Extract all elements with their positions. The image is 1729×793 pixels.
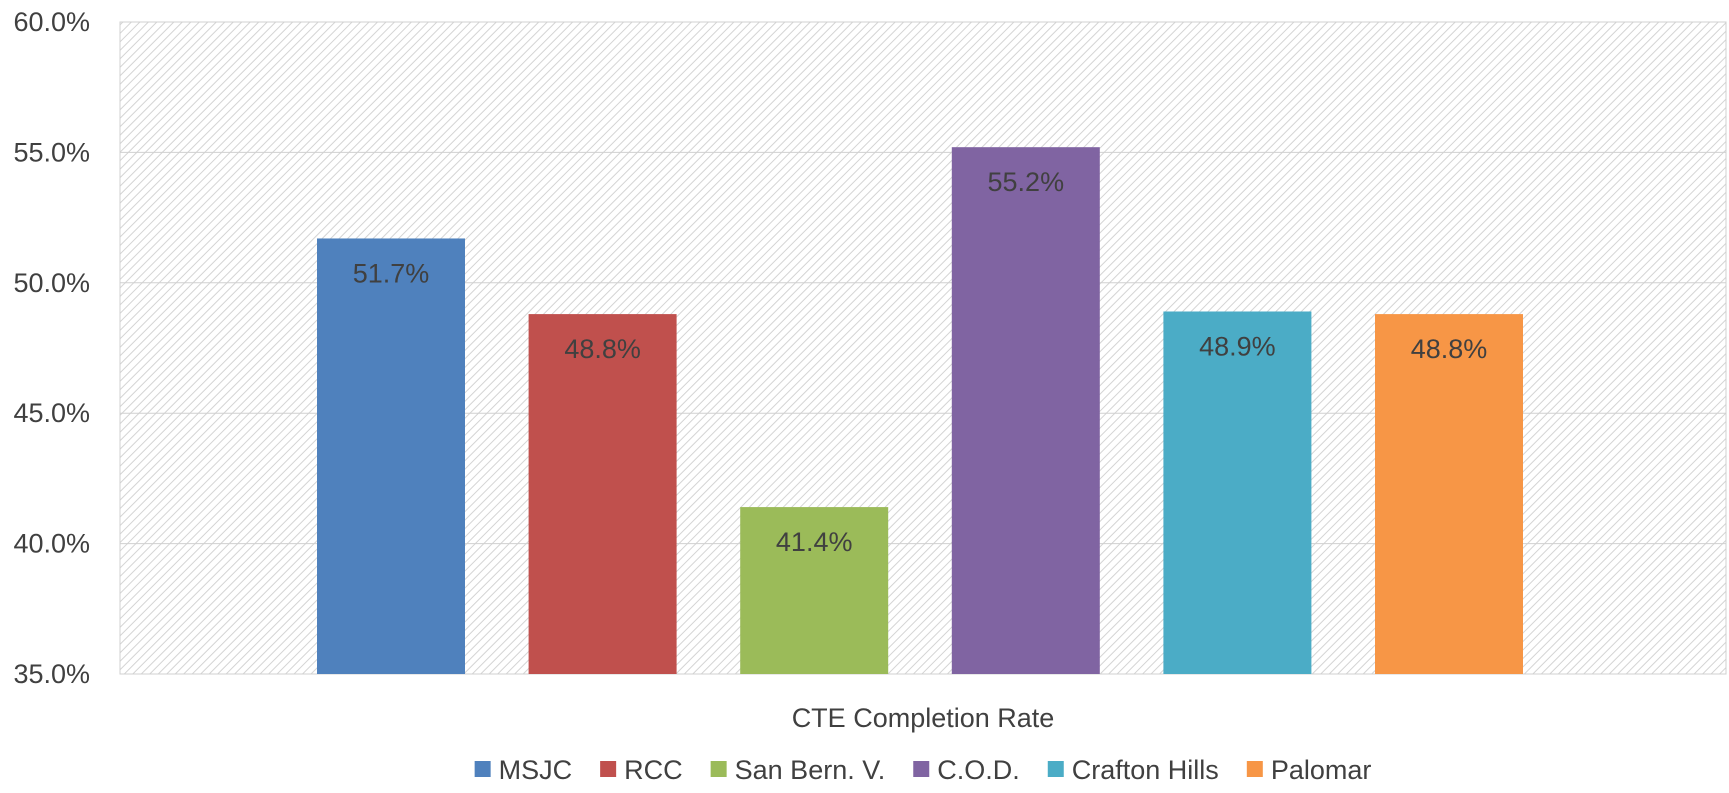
legend-item: San Bern. V.	[710, 755, 886, 785]
legend-item: MSJC	[474, 755, 573, 785]
bar-crafton-hills	[1163, 311, 1312, 674]
y-tick-label: 35.0%	[13, 659, 90, 689]
y-tick-label: 45.0%	[13, 398, 90, 428]
legend-swatch	[710, 761, 727, 777]
legend-swatch	[474, 761, 491, 777]
legend-label: Palomar	[1271, 755, 1372, 785]
legend-swatch	[913, 761, 930, 777]
y-axis: 35.0% 40.0% 45.0% 50.0% 55.0% 60.0%	[13, 7, 90, 689]
legend-item: RCC	[600, 755, 683, 785]
bar-msjc	[317, 238, 465, 675]
category-label: CTE Completion Rate	[792, 703, 1055, 733]
legend-swatch	[600, 761, 617, 777]
legend-label: Crafton Hills	[1072, 755, 1219, 785]
bars	[317, 147, 1523, 675]
legend-label: C.O.D.	[937, 755, 1020, 785]
legend-item: Palomar	[1246, 755, 1372, 785]
data-label: 48.8%	[1411, 334, 1488, 364]
data-label: 41.4%	[776, 527, 853, 557]
data-label: 48.8%	[564, 334, 641, 364]
legend-label: MSJC	[499, 755, 573, 785]
legend-swatch	[1246, 761, 1263, 777]
legend-item: C.O.D.	[913, 755, 1020, 785]
data-label: 48.9%	[1199, 331, 1276, 361]
bar-rcc	[528, 314, 677, 674]
y-tick-label: 60.0%	[13, 7, 90, 37]
bar-c-o-d	[951, 147, 1100, 674]
legend: MSJC RCC San Bern. V. C.O.D. Crafton Hills Pa…	[474, 755, 1372, 785]
bar-san-bern-v	[740, 507, 889, 674]
data-labels: 51.7% 48.8% 41.4% 55.2% 48.9% 48.8%	[353, 167, 1488, 557]
y-tick-label: 40.0%	[13, 529, 90, 559]
data-label: 55.2%	[988, 167, 1065, 197]
bar-palomar	[1375, 314, 1523, 674]
y-tick-label: 50.0%	[13, 268, 90, 298]
legend-label: San Bern. V.	[735, 755, 886, 785]
data-label: 51.7%	[353, 258, 430, 288]
y-tick-label: 55.0%	[13, 137, 90, 167]
legend-swatch	[1047, 761, 1064, 777]
legend-label: RCC	[624, 755, 683, 785]
legend-item: Crafton Hills	[1047, 755, 1219, 785]
